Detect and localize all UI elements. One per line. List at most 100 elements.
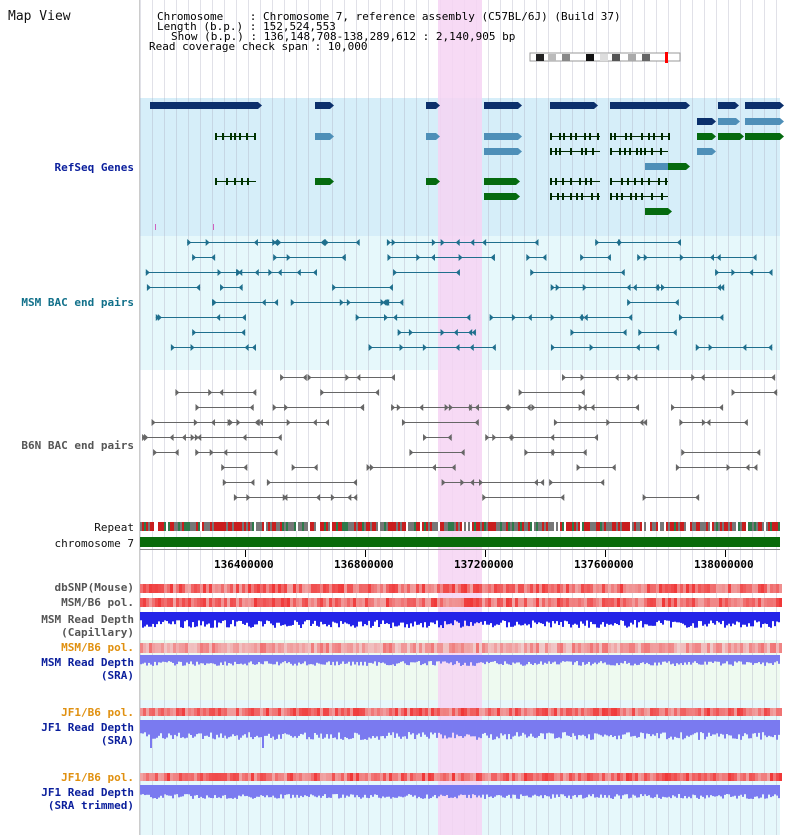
- repeat-block: [626, 522, 628, 531]
- jf1-trimmed-depth: [514, 785, 516, 795]
- polymorphism-cell: [644, 598, 647, 607]
- repeat-block: [370, 522, 372, 531]
- polymorphism-cell: [461, 584, 464, 593]
- jf1-sra-depth: [206, 720, 208, 736]
- jf1-trimmed-depth: [698, 785, 700, 799]
- repeat-block: [716, 522, 718, 531]
- msm-sra-depth: [508, 655, 510, 665]
- jf1-sra-depth: [276, 720, 278, 739]
- polymorphism-cell: [767, 773, 770, 781]
- jf1-trimmed-depth: [422, 785, 424, 799]
- gene-arrow: [436, 178, 440, 185]
- polymorphism-cell: [494, 773, 497, 781]
- msm-capillary-depth: [760, 612, 762, 628]
- polymorphism-cell: [698, 708, 701, 716]
- polymorphism-cell: [449, 598, 452, 607]
- msm-capillary-depth: [166, 612, 168, 622]
- repeat-block: [542, 522, 544, 531]
- msm-sra-depth: [178, 655, 180, 662]
- jf1-sra-depth: [378, 720, 380, 740]
- polymorphism-cell: [686, 584, 689, 593]
- msm-sra-depth: [450, 655, 452, 663]
- jf1-sra-depth: [390, 720, 392, 736]
- jf1-trimmed-depth: [172, 785, 174, 799]
- msm-capillary-depth: [616, 612, 618, 624]
- polymorphism-cell: [398, 643, 401, 653]
- jf1-sra-depth: [644, 720, 646, 739]
- jf1-sra-depth: [324, 720, 326, 738]
- msm-capillary-depth: [148, 612, 150, 627]
- polymorphism-cell: [254, 708, 257, 716]
- repeat-block: [768, 522, 770, 531]
- polymorphism-cell: [341, 708, 344, 716]
- polymorphism-cell: [653, 598, 656, 607]
- jf1-sra-depth: [738, 720, 740, 735]
- polymorphism-cell: [173, 584, 176, 593]
- gene-exon: [563, 133, 565, 140]
- repeat-block: [762, 522, 764, 531]
- polymorphism-cell: [557, 643, 560, 653]
- polymorphism-cell: [494, 708, 497, 716]
- msm-sra-depth: [520, 655, 522, 665]
- msm-bac-pair-end: [720, 284, 725, 291]
- track-label-msm-bac[interactable]: MSM BAC end pairs: [21, 296, 134, 309]
- msm-sra-depth: [238, 655, 240, 665]
- track-label-refseq[interactable]: RefSeq Genes: [54, 161, 134, 174]
- gene-feature: [718, 102, 735, 109]
- polymorphism-cell: [434, 598, 437, 607]
- repeat-block: [332, 522, 334, 531]
- msm-capillary-depth: [732, 612, 734, 624]
- repeat-block: [748, 522, 750, 531]
- polymorphism-cell: [593, 584, 596, 593]
- polymorphism-cell: [716, 643, 719, 653]
- jf1-trimmed-depth: [686, 785, 688, 799]
- gene-feature: [697, 118, 712, 125]
- polymorphism-cell: [701, 584, 704, 593]
- repeat-block: [564, 522, 566, 531]
- jf1-trimmed-depth: [734, 785, 736, 796]
- polymorphism-cell: [449, 773, 452, 781]
- polymorphism-cell: [683, 598, 686, 607]
- msm-bac-pair-end: [595, 239, 600, 246]
- polymorphism-cell: [179, 643, 182, 653]
- jf1-sra-depth: [540, 720, 542, 734]
- polymorphism-cell: [314, 708, 317, 716]
- polymorphism-cell: [779, 708, 782, 716]
- jf1-trimmed-depth: [502, 785, 504, 798]
- jf1-trimmed-depth: [492, 785, 494, 798]
- polymorphism-cell: [356, 598, 359, 607]
- jf1-trimmed-depth: [356, 785, 358, 796]
- msm-sra-depth: [408, 655, 410, 666]
- polymorphism-cell: [485, 773, 488, 781]
- jf1-trimmed-depth: [592, 785, 594, 795]
- polymorphism-cell: [335, 708, 338, 716]
- polymorphism-cell: [149, 584, 152, 593]
- polymorphism-cell: [257, 598, 260, 607]
- b6n-bac-pair-end: [283, 494, 288, 501]
- msm-sra-depth: [304, 655, 306, 662]
- polymorphism-cell: [680, 643, 683, 653]
- msm-bac-pair-end: [489, 314, 494, 321]
- jf1-sra-depth: [218, 720, 220, 738]
- msm-sra-depth: [478, 655, 480, 663]
- jf1-sra-depth: [424, 720, 426, 735]
- msm-sra-depth: [240, 655, 242, 664]
- jf1-trimmed-depth: [632, 785, 634, 795]
- track-label-b6n-bac[interactable]: B6N BAC end pairs: [21, 439, 134, 452]
- msm-capillary-depth: [344, 612, 346, 623]
- polymorphism-cell: [614, 598, 617, 607]
- msm-sra-depth: [688, 655, 690, 663]
- polymorphism-cell: [770, 773, 773, 781]
- polymorphism-cell: [161, 643, 164, 653]
- msm-sra-depth: [764, 655, 766, 666]
- jf1-sra-depth: [250, 720, 252, 738]
- b6n-bac-pair-end: [540, 479, 545, 486]
- polymorphism-cell: [368, 598, 371, 607]
- msm-sra-depth: [636, 655, 638, 666]
- msm-bac-pair-end: [368, 344, 373, 351]
- polymorphism-cell: [410, 598, 413, 607]
- polymorphism-cell: [497, 773, 500, 781]
- b6n-bac-pair-end: [549, 479, 554, 486]
- repeat-block: [616, 522, 618, 531]
